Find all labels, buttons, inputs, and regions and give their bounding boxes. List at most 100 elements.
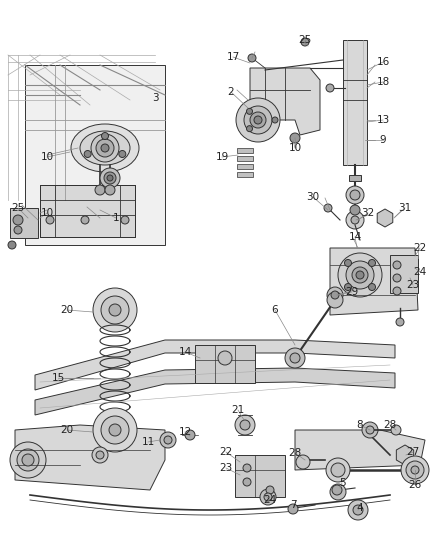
Circle shape [331,291,339,299]
Bar [349,175,361,181]
Polygon shape [295,430,425,470]
Circle shape [393,274,401,282]
Circle shape [164,436,172,444]
Circle shape [301,38,309,46]
Bar [390,255,418,293]
Text: 23: 23 [406,280,420,290]
Circle shape [290,353,300,363]
Text: 4: 4 [357,503,363,513]
Circle shape [81,216,89,224]
Text: 13: 13 [376,115,390,125]
Circle shape [22,454,34,466]
Circle shape [46,216,54,224]
Polygon shape [250,68,320,135]
Text: 14: 14 [178,347,192,357]
Circle shape [107,175,113,181]
Circle shape [235,415,255,435]
Bar [195,345,255,383]
Polygon shape [396,445,413,465]
Circle shape [327,292,343,308]
Text: 17: 17 [226,52,240,62]
Circle shape [185,430,195,440]
Text: 19: 19 [215,152,229,162]
Bar [40,185,135,237]
Circle shape [254,116,262,124]
Circle shape [160,432,176,448]
Text: 21: 21 [231,405,245,415]
Text: 5: 5 [339,478,345,488]
Circle shape [101,416,129,444]
Circle shape [401,456,429,484]
Text: 23: 23 [219,463,233,473]
Circle shape [348,500,368,520]
Bar [343,40,367,165]
Text: 3: 3 [152,93,158,103]
Circle shape [17,449,39,471]
Circle shape [352,267,368,283]
Text: 6: 6 [272,305,278,315]
Ellipse shape [80,131,130,165]
Text: 20: 20 [60,425,74,435]
Circle shape [393,287,401,295]
Polygon shape [35,340,395,390]
Text: 27: 27 [406,447,420,457]
Circle shape [368,284,375,290]
Circle shape [272,117,278,123]
Circle shape [260,489,276,505]
Text: 28: 28 [383,420,397,430]
Text: 7: 7 [290,500,297,510]
Circle shape [391,425,401,435]
Circle shape [95,185,105,195]
Circle shape [296,455,310,469]
Text: 16: 16 [376,57,390,67]
Circle shape [92,447,108,463]
Circle shape [353,505,363,515]
Circle shape [393,261,401,269]
Circle shape [247,108,252,115]
Circle shape [105,185,115,195]
Circle shape [362,422,378,438]
Bar [237,164,253,169]
Circle shape [248,54,256,62]
Text: 32: 32 [361,208,374,218]
Text: 30: 30 [307,192,320,202]
Circle shape [368,260,375,266]
Text: 22: 22 [413,243,427,253]
Circle shape [351,216,359,224]
Text: 10: 10 [40,208,53,218]
Text: 25: 25 [298,35,311,45]
Circle shape [356,271,364,279]
Text: 31: 31 [399,203,412,213]
Circle shape [346,211,364,229]
Circle shape [10,442,46,478]
Text: 10: 10 [40,152,53,162]
Circle shape [101,144,109,152]
Bar [237,172,253,177]
Circle shape [290,133,300,143]
Polygon shape [330,248,418,315]
Circle shape [288,504,298,514]
Circle shape [236,98,280,142]
Text: 1: 1 [113,213,119,223]
Bar [10,208,38,238]
Circle shape [102,133,109,140]
Circle shape [121,216,129,224]
Circle shape [14,226,22,234]
Circle shape [330,484,346,500]
Polygon shape [15,425,165,490]
Circle shape [346,261,374,289]
Circle shape [344,284,351,290]
Circle shape [104,172,116,184]
Polygon shape [35,368,395,415]
Circle shape [338,253,382,297]
Bar [237,148,253,153]
Circle shape [285,348,305,368]
Text: 26: 26 [408,480,422,490]
Circle shape [327,287,343,303]
Circle shape [344,260,351,266]
Circle shape [264,493,272,501]
Polygon shape [377,209,393,227]
Text: 12: 12 [178,427,192,437]
Circle shape [100,168,120,188]
Circle shape [350,205,360,215]
